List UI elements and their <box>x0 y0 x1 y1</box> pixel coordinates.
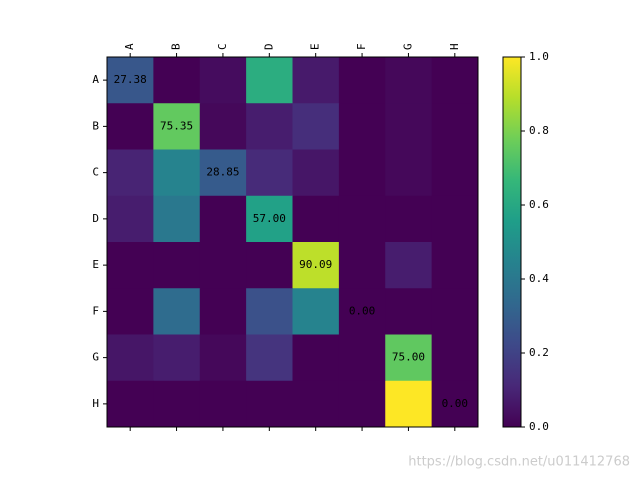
heatmap-cell <box>431 380 479 428</box>
plot-frame <box>106 56 479 428</box>
heatmap-cell <box>338 103 386 150</box>
heatmap-cell <box>431 103 479 150</box>
heatmap-cell <box>292 149 340 197</box>
heatmap-cell <box>385 288 433 335</box>
y-tick-label: C <box>92 166 99 179</box>
heatmap-cell <box>199 334 247 382</box>
y-tick-label: H <box>92 397 99 410</box>
heatmap-cell <box>338 242 386 289</box>
cell-label: 90.09 <box>299 258 332 271</box>
heatmap-cell <box>246 380 293 428</box>
heatmap-cell <box>153 380 201 428</box>
cell-label: 75.35 <box>160 119 193 132</box>
heatmap-cell <box>431 195 479 243</box>
heatmap-cell <box>246 288 293 335</box>
y-tick-label: F <box>92 304 99 317</box>
heatmap-cell <box>153 149 201 197</box>
heatmap-cell <box>246 195 293 243</box>
heatmap-cell <box>153 242 201 289</box>
colorbar-tick-label: 0.4 <box>529 272 549 285</box>
heatmap-cell <box>107 380 154 428</box>
heatmap-cell <box>431 288 479 335</box>
heatmap-cell <box>199 57 247 104</box>
heatmap-cell <box>153 103 201 150</box>
heatmap-cell <box>292 57 340 104</box>
heatmap-cell <box>431 57 479 104</box>
heatmap-cell <box>338 288 386 335</box>
colorbar-tick-label: 0.0 <box>529 420 549 433</box>
heatmap-cell <box>107 195 154 243</box>
heatmap-cell <box>338 195 386 243</box>
heatmap-cell <box>153 195 201 243</box>
y-tick-label: G <box>92 351 99 364</box>
heatmap-cell <box>292 103 340 150</box>
colorbar-tick-label: 0.6 <box>529 198 549 211</box>
heatmap-cell <box>246 103 293 150</box>
heatmap-cell <box>199 380 247 428</box>
heatmap-cell <box>292 334 340 382</box>
heatmap-cell <box>385 242 433 289</box>
heatmap-cell <box>431 149 479 197</box>
heatmap-cell <box>385 57 433 104</box>
heatmap-cell <box>292 242 340 289</box>
colorbar-tick-label: 1.0 <box>529 50 549 63</box>
x-tick-label: C <box>216 43 229 50</box>
colorbar-tick-label: 0.8 <box>529 124 549 137</box>
heatmap-cell <box>338 149 386 197</box>
x-tick-label: H <box>448 43 461 50</box>
cell-label: 75.00 <box>392 351 425 364</box>
heatmap-cell <box>246 149 293 197</box>
watermark: https://blog.csdn.net/u011412768 <box>408 455 630 470</box>
x-tick-label: G <box>401 43 414 50</box>
cell-label: 57.00 <box>253 212 286 225</box>
y-tick-label: A <box>92 73 99 86</box>
heatmap-cell <box>431 242 479 289</box>
heatmap-cell <box>385 103 433 150</box>
cell-label: 28.85 <box>206 166 239 179</box>
x-tick-label: E <box>309 43 322 50</box>
cell-label: 27.38 <box>114 73 147 86</box>
heatmap-cell <box>385 380 433 428</box>
y-tick-label: D <box>92 212 99 225</box>
heatmap-cell <box>385 334 433 382</box>
cell-label: 0.00 <box>349 304 376 317</box>
heatmap-cell <box>199 242 247 289</box>
y-tick-label: E <box>92 258 99 271</box>
heatmap-cell <box>107 334 154 382</box>
heatmap-cell <box>199 103 247 150</box>
heatmap-cell <box>246 242 293 289</box>
heatmap-cell <box>246 57 293 104</box>
cell-label: 0.00 <box>442 397 469 410</box>
heatmap-cell <box>153 57 201 104</box>
x-tick-label: A <box>123 43 136 50</box>
heatmap-cell <box>199 288 247 335</box>
heatmap-cell <box>292 288 340 335</box>
heatmap-cell <box>107 57 154 104</box>
heatmap-cell <box>107 242 154 289</box>
heatmap-cell <box>153 288 201 335</box>
heatmap-cell <box>107 288 154 335</box>
heatmap-cell <box>246 334 293 382</box>
heatmap-cell <box>338 380 386 428</box>
colorbar-tick-label: 0.2 <box>529 346 549 359</box>
heatmap-cell <box>385 149 433 197</box>
x-tick-label: B <box>170 43 183 50</box>
heatmap-cell <box>292 195 340 243</box>
heatmap-cell <box>338 57 386 104</box>
x-tick-label: D <box>262 43 275 50</box>
x-tick-label: F <box>355 43 368 50</box>
heatmap-cell <box>385 195 433 243</box>
heatmap-cell <box>199 195 247 243</box>
heatmap-cell <box>153 334 201 382</box>
heatmap-cell <box>199 149 247 197</box>
colorbar <box>502 56 522 428</box>
heatmap-cell <box>431 334 479 382</box>
heatmap-cell <box>292 380 340 428</box>
heatmap-cell <box>338 334 386 382</box>
y-tick-label: B <box>92 119 99 132</box>
heatmap-cell <box>107 103 154 150</box>
heatmap-cell <box>107 149 154 197</box>
